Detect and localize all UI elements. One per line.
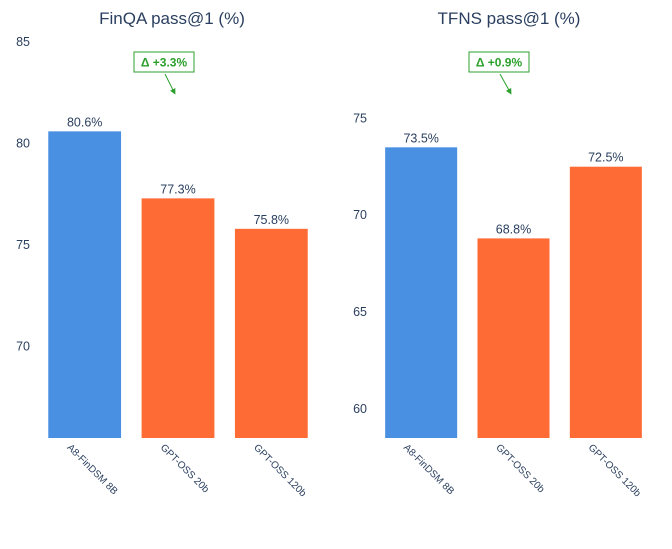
bar-1 bbox=[385, 147, 458, 439]
data-label: 68.8% bbox=[496, 222, 531, 236]
data-label: 77.3% bbox=[160, 182, 195, 196]
x-tick-label: A8-FinDSM 8B bbox=[401, 442, 456, 497]
x-tick-label: GPT-OSS 20b bbox=[493, 442, 546, 495]
y-tick-label: 75 bbox=[353, 111, 367, 125]
y-tick-label: 70 bbox=[353, 208, 367, 222]
x-tick-label: GPT-OSS 120b bbox=[251, 442, 308, 499]
chart-title: TFNS pass@1 (%) bbox=[438, 9, 581, 28]
y-tick-label: 80 bbox=[16, 137, 30, 151]
annotation-arrow bbox=[499, 73, 512, 95]
bar-1 bbox=[48, 131, 122, 438]
data-label: 80.6% bbox=[67, 115, 102, 129]
annotation-box bbox=[468, 51, 530, 73]
x-tick-label: A8-FinDSM 8B bbox=[65, 442, 120, 497]
y-tick-label: 75 bbox=[16, 238, 30, 252]
bar-2 bbox=[477, 238, 550, 438]
x-tick-label: GPT-OSS 20b bbox=[158, 442, 211, 495]
data-label: 75.8% bbox=[254, 213, 289, 227]
annotation-box bbox=[133, 51, 195, 73]
bar-3 bbox=[569, 166, 642, 438]
chart-panel-2: TFNS pass@1 (%) 60 65 70 75 73.5% A8-FinDSM 8B… bbox=[353, 9, 643, 500]
y-tick-label: 65 bbox=[353, 305, 367, 319]
chart-panel-1: FinQA pass@1 (%) 70 75 80 85 80.6% A8-FinDSM 8… bbox=[16, 9, 308, 500]
y-tick-label: 70 bbox=[16, 340, 30, 354]
x-tick-label: GPT-OSS 120b bbox=[586, 442, 643, 499]
data-label: 73.5% bbox=[403, 131, 438, 145]
chart-title: FinQA pass@1 (%) bbox=[99, 9, 245, 28]
annotation-text: Δ +3.3% bbox=[141, 56, 188, 70]
y-tick-label: 60 bbox=[353, 402, 367, 416]
annotation-text: Δ +0.9% bbox=[476, 56, 523, 70]
bar-2 bbox=[141, 198, 215, 438]
data-label: 72.5% bbox=[588, 151, 623, 165]
annotation-arrow bbox=[164, 73, 176, 95]
y-tick-label: 85 bbox=[16, 35, 30, 49]
bar-3 bbox=[234, 228, 308, 438]
